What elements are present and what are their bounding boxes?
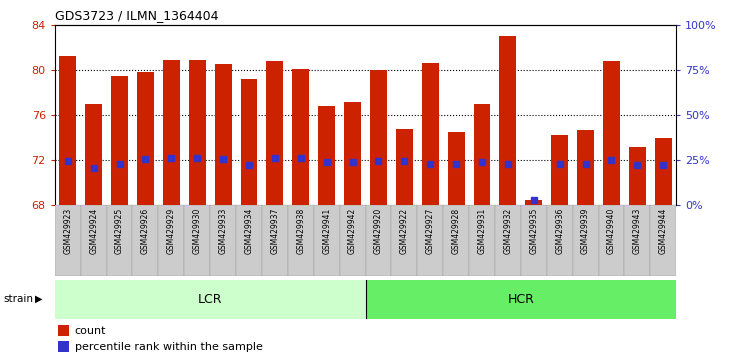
- Bar: [655, 138, 672, 205]
- Bar: [651, 205, 676, 276]
- Text: GSM429941: GSM429941: [322, 207, 331, 254]
- Bar: [55, 205, 80, 276]
- Bar: [80, 205, 107, 276]
- Text: GSM429937: GSM429937: [270, 207, 279, 254]
- Bar: [447, 132, 464, 205]
- Bar: [184, 205, 211, 276]
- Bar: [474, 104, 491, 205]
- Text: GSM429928: GSM429928: [452, 207, 461, 253]
- Text: GSM429931: GSM429931: [477, 207, 487, 254]
- Bar: [236, 205, 262, 276]
- Text: GSM429925: GSM429925: [115, 207, 124, 254]
- Bar: [262, 205, 288, 276]
- Bar: [526, 200, 542, 205]
- Bar: [137, 72, 154, 205]
- Text: GSM429940: GSM429940: [607, 207, 616, 254]
- Bar: [396, 129, 413, 205]
- Bar: [547, 205, 572, 276]
- Bar: [215, 64, 232, 205]
- Bar: [314, 205, 340, 276]
- Bar: [599, 205, 624, 276]
- Bar: [240, 79, 257, 205]
- Bar: [469, 205, 495, 276]
- Bar: [417, 205, 443, 276]
- Bar: [521, 205, 547, 276]
- Text: count: count: [75, 326, 106, 336]
- Bar: [629, 147, 645, 205]
- Text: GSM429922: GSM429922: [400, 207, 409, 253]
- Text: GSM429933: GSM429933: [219, 207, 227, 254]
- Bar: [211, 205, 236, 276]
- Bar: [572, 205, 599, 276]
- Bar: [391, 205, 417, 276]
- Bar: [292, 69, 309, 205]
- Text: GSM429923: GSM429923: [64, 207, 72, 254]
- Bar: [344, 102, 361, 205]
- Text: GSM429943: GSM429943: [633, 207, 642, 254]
- Bar: [55, 280, 366, 319]
- Bar: [551, 135, 568, 205]
- Bar: [603, 61, 620, 205]
- Text: GSM429927: GSM429927: [425, 207, 435, 254]
- Text: GSM429920: GSM429920: [374, 207, 383, 254]
- Text: strain: strain: [4, 294, 34, 304]
- Bar: [370, 70, 387, 205]
- Bar: [577, 130, 594, 205]
- Bar: [59, 56, 76, 205]
- Bar: [111, 75, 128, 205]
- Bar: [318, 106, 335, 205]
- Text: GSM429924: GSM429924: [89, 207, 98, 254]
- Text: GSM429932: GSM429932: [504, 207, 512, 254]
- Text: GSM429938: GSM429938: [296, 207, 306, 254]
- Bar: [107, 205, 132, 276]
- Bar: [366, 205, 391, 276]
- Text: GSM429934: GSM429934: [244, 207, 254, 254]
- Bar: [443, 205, 469, 276]
- Text: GSM429942: GSM429942: [348, 207, 357, 254]
- Bar: [340, 205, 366, 276]
- Bar: [366, 280, 676, 319]
- Bar: [288, 205, 314, 276]
- Bar: [132, 205, 159, 276]
- Bar: [624, 205, 651, 276]
- Text: GSM429939: GSM429939: [581, 207, 590, 254]
- Bar: [58, 341, 69, 353]
- Text: GDS3723 / ILMN_1364404: GDS3723 / ILMN_1364404: [55, 9, 219, 22]
- Bar: [163, 60, 180, 205]
- Bar: [159, 205, 184, 276]
- Text: GSM429930: GSM429930: [193, 207, 202, 254]
- Text: GSM429936: GSM429936: [555, 207, 564, 254]
- Bar: [422, 63, 439, 205]
- Text: GSM429944: GSM429944: [659, 207, 667, 254]
- Bar: [495, 205, 520, 276]
- Bar: [58, 325, 69, 336]
- Bar: [189, 60, 205, 205]
- Text: HCR: HCR: [507, 293, 534, 306]
- Bar: [267, 61, 284, 205]
- Text: GSM429935: GSM429935: [529, 207, 538, 254]
- Bar: [499, 36, 516, 205]
- Text: percentile rank within the sample: percentile rank within the sample: [75, 342, 262, 352]
- Bar: [86, 104, 102, 205]
- Text: GSM429929: GSM429929: [167, 207, 176, 254]
- Text: LCR: LCR: [198, 293, 222, 306]
- Text: GSM429926: GSM429926: [141, 207, 150, 254]
- Text: ▶: ▶: [35, 294, 42, 304]
